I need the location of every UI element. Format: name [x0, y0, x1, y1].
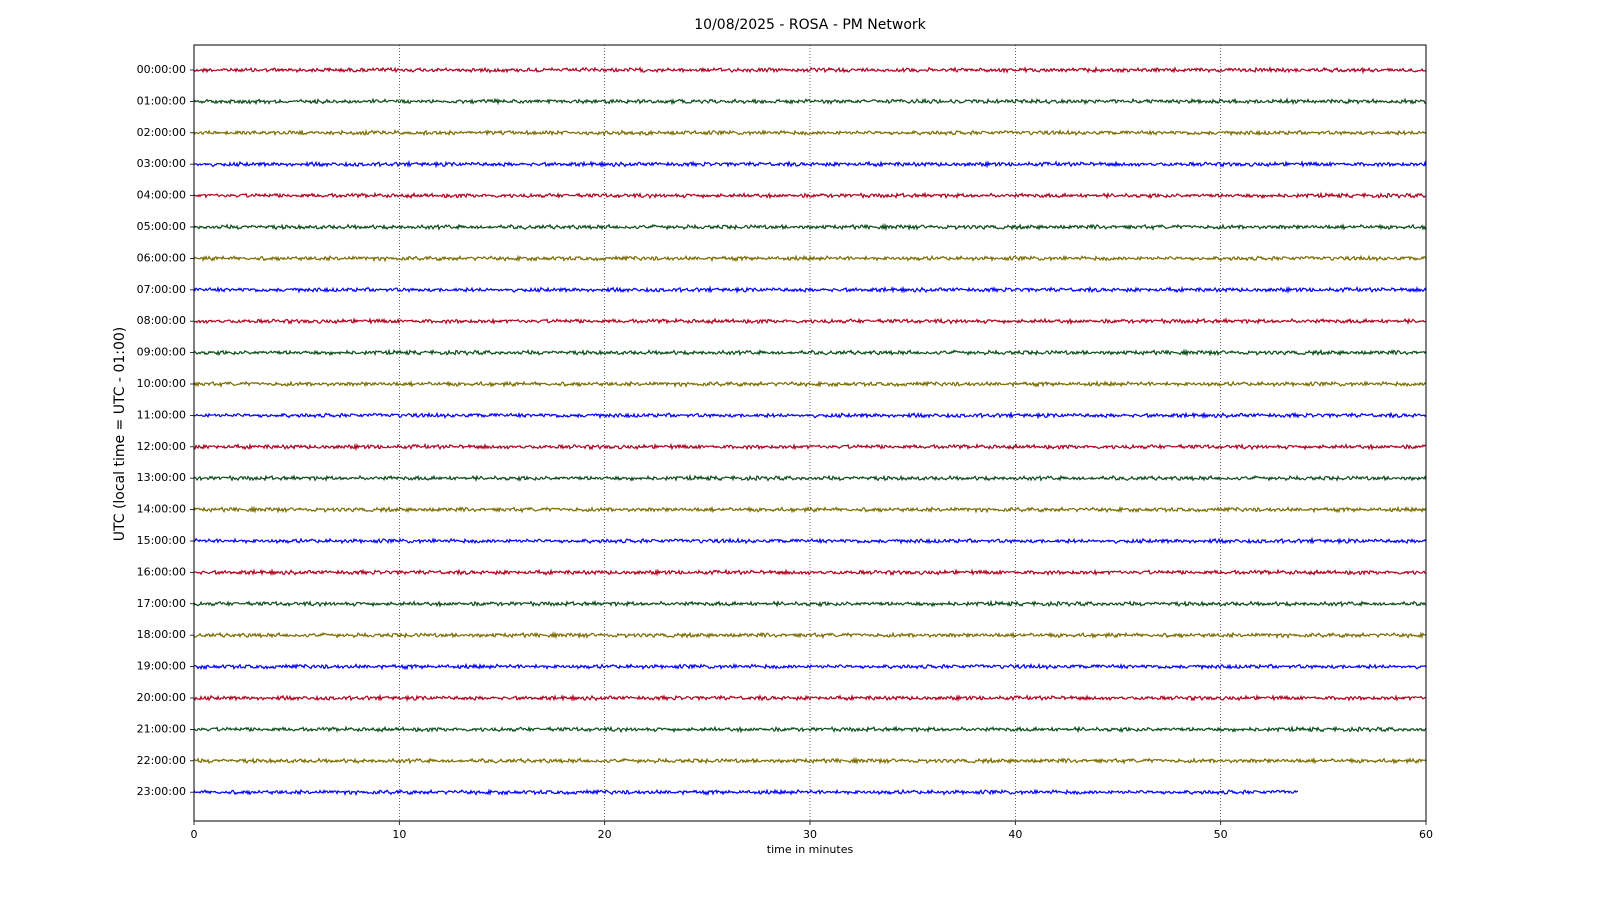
y-tick-label: 08:00:00 — [137, 314, 186, 327]
y-tick-label: 02:00:00 — [137, 126, 186, 139]
chart-title: 10/08/2025 - ROSA - PM Network — [694, 17, 926, 33]
x-tick-label: 20 — [598, 828, 612, 841]
trace — [193, 442, 1427, 452]
y-tick-label: 17:00:00 — [137, 597, 186, 610]
trace — [193, 191, 1427, 200]
trace — [193, 473, 1427, 483]
y-tick-label: 06:00:00 — [137, 251, 186, 264]
y-axis-label: UTC (local time = UTC - 01:00) — [112, 327, 128, 542]
trace — [193, 505, 1427, 514]
trace — [193, 65, 1427, 75]
trace — [193, 536, 1427, 546]
trace — [193, 693, 1427, 703]
y-tick-label: 10:00:00 — [137, 377, 186, 390]
trace — [193, 285, 1427, 295]
trace — [193, 159, 1427, 169]
y-tick-label: 18:00:00 — [137, 628, 186, 641]
y-tick-label: 20:00:00 — [137, 691, 186, 704]
trace — [193, 410, 1427, 420]
x-tick-label: 10 — [392, 828, 406, 841]
y-tick-label: 21:00:00 — [137, 722, 186, 735]
trace — [193, 631, 1427, 640]
y-tick-label: 14:00:00 — [137, 503, 186, 516]
y-tick-label: 09:00:00 — [137, 346, 186, 359]
x-axis-label: time in minutes — [767, 843, 854, 856]
trace — [193, 662, 1427, 671]
x-tick-label: 50 — [1214, 828, 1228, 841]
y-tick-label: 04:00:00 — [137, 189, 186, 202]
x-tick-label: 30 — [803, 828, 817, 841]
y-tick-label: 15:00:00 — [137, 534, 186, 547]
trace — [193, 599, 1427, 608]
y-tick-label: 22:00:00 — [137, 754, 186, 767]
y-tick-label: 23:00:00 — [137, 785, 186, 798]
trace — [193, 317, 1427, 326]
trace — [193, 380, 1427, 388]
trace — [193, 254, 1427, 263]
trace — [193, 348, 1427, 357]
trace — [193, 725, 1427, 734]
plot-frame — [193, 44, 1427, 822]
y-tick-label: 01:00:00 — [137, 94, 186, 107]
x-tick-label: 60 — [1419, 828, 1433, 841]
trace — [193, 568, 1427, 577]
x-tick-label: 40 — [1008, 828, 1022, 841]
y-tick-label: 13:00:00 — [137, 471, 186, 484]
trace — [193, 97, 1427, 106]
y-tick-label: 12:00:00 — [137, 440, 186, 453]
x-tick-label: 0 — [191, 828, 198, 841]
trace — [193, 756, 1427, 765]
y-tick-label: 11:00:00 — [137, 408, 186, 421]
y-tick-label: 05:00:00 — [137, 220, 186, 233]
y-tick-label: 00:00:00 — [137, 63, 186, 76]
trace — [193, 129, 1427, 137]
y-tick-label: 16:00:00 — [137, 565, 186, 578]
trace — [193, 222, 1427, 232]
y-tick-label: 19:00:00 — [137, 660, 186, 673]
trace — [193, 788, 1299, 797]
y-tick-label: 03:00:00 — [137, 157, 186, 170]
y-tick-label: 07:00:00 — [137, 283, 186, 296]
